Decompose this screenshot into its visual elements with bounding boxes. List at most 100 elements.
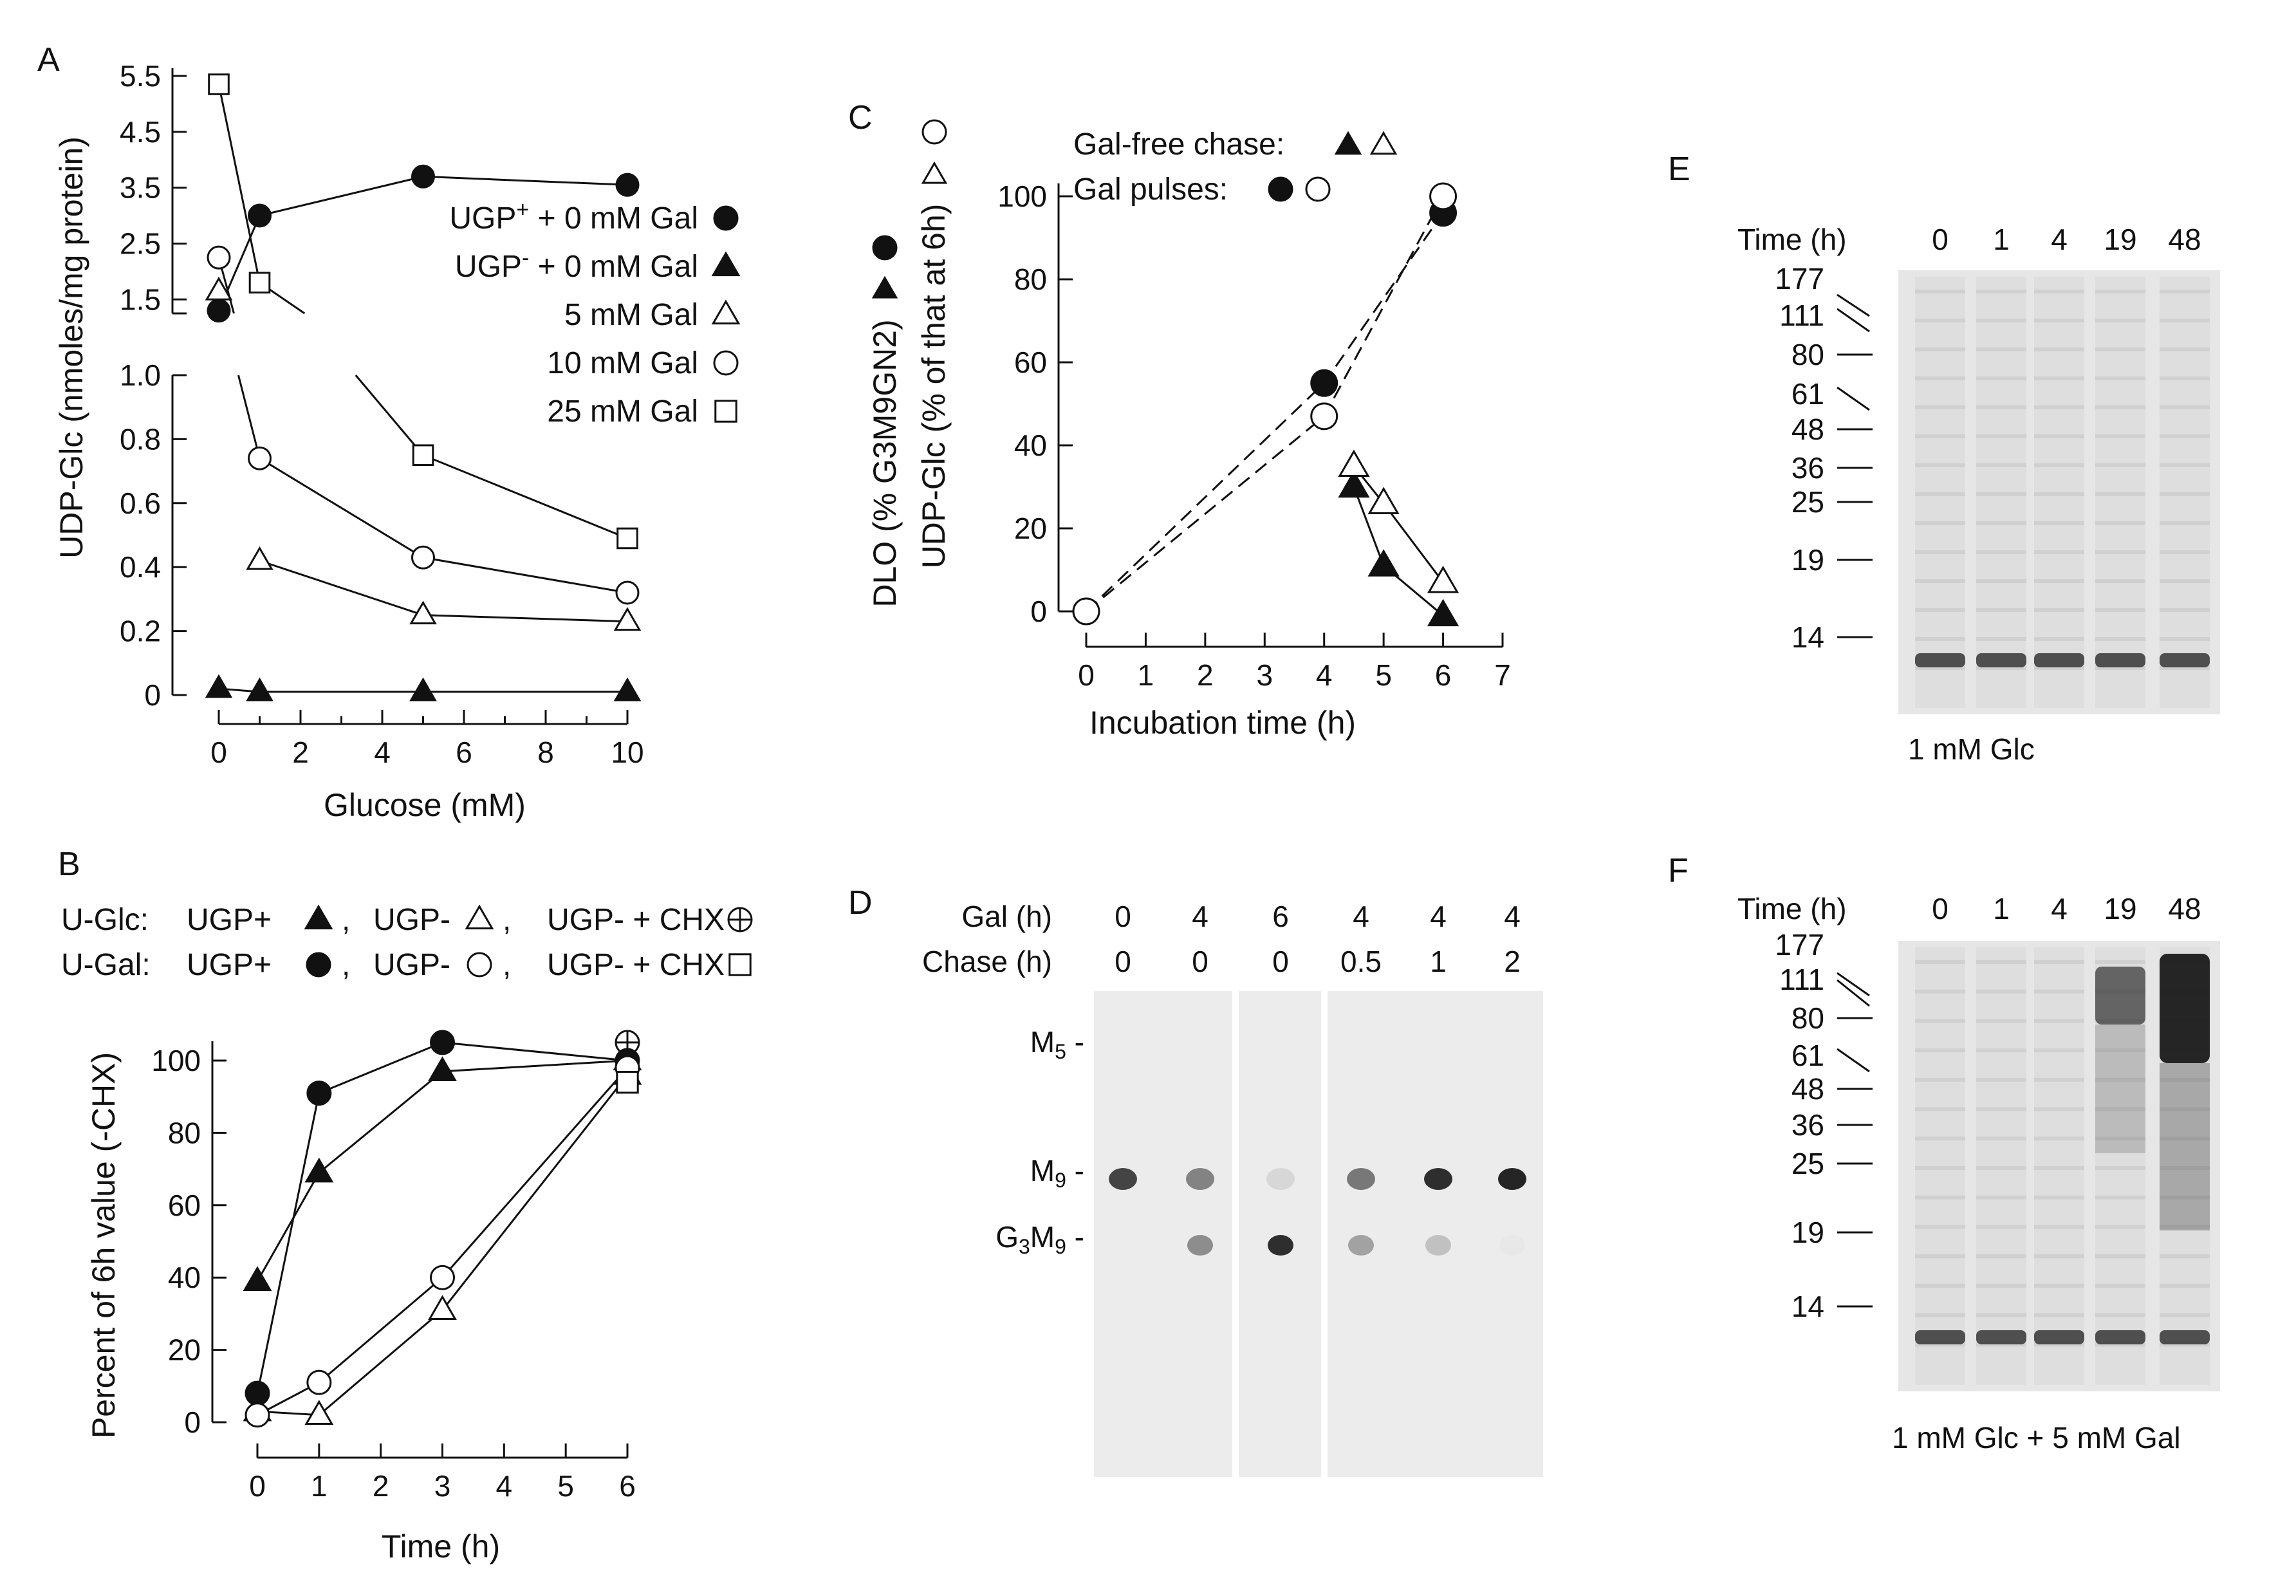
time-point: 19 xyxy=(2104,223,2136,256)
faint-band xyxy=(2095,579,2145,583)
panel-d: D Gal (h) Chase (h) 0 4 6 4 4 4 0 0 0 0.5 1 2 M5 - M9… xyxy=(848,884,1543,1477)
y-tick-label: 100 xyxy=(997,180,1047,213)
faint-band xyxy=(1976,1166,2026,1170)
data-point xyxy=(208,73,230,95)
faint-band xyxy=(2034,1283,2084,1288)
x-tick-label: 6 xyxy=(619,1469,636,1503)
faint-band xyxy=(1915,637,1965,641)
faint-band xyxy=(2095,376,2145,380)
marker-tick xyxy=(1837,979,1870,1007)
band-g3m9 xyxy=(1268,1235,1293,1256)
tlc-segment xyxy=(1239,991,1321,1477)
data-point xyxy=(245,1402,270,1428)
band-m9 xyxy=(1347,1168,1375,1190)
legend-item: UGP- xyxy=(373,903,450,937)
gel-lane xyxy=(1915,277,1965,708)
band-m9 xyxy=(1498,1168,1526,1190)
data-point xyxy=(1072,597,1100,626)
legend-marker xyxy=(711,299,741,325)
x-tick-label: 2 xyxy=(292,736,309,769)
faint-band xyxy=(1915,434,1965,438)
data-point xyxy=(1338,449,1370,477)
time-point: 48 xyxy=(2168,223,2201,256)
data-point xyxy=(430,1265,455,1290)
x-tick-label: 6 xyxy=(456,736,472,769)
gel-lane xyxy=(2095,277,2145,708)
data-point xyxy=(411,545,435,570)
legend-label: 5 mM Gal xyxy=(564,298,698,332)
faint-band xyxy=(1915,463,1965,467)
gel-lane xyxy=(1915,947,1965,1385)
y-tick-label: 0.8 xyxy=(120,422,161,456)
panel-c-axes: 0 20 40 60 80 100 0 1 2 3 4 5 6 7 xyxy=(997,180,1511,692)
faint-band xyxy=(2034,405,2084,409)
faint-band xyxy=(1976,550,2026,554)
faint-band xyxy=(1976,290,2026,293)
faint-band xyxy=(1976,989,2026,994)
legend-item: UGP- xyxy=(373,948,450,982)
data-point xyxy=(409,677,437,701)
faint-band xyxy=(1915,1019,1965,1023)
faint-band xyxy=(2095,1077,2145,1082)
x-tick-label: 4 xyxy=(1316,658,1333,692)
panel-e-letter: E xyxy=(1668,151,1690,188)
faint-band xyxy=(1915,1342,1965,1347)
heavy-band xyxy=(2160,954,2210,1063)
panel-e-time-label: Time (h) xyxy=(1737,223,1847,256)
panel-b: B U-Glc: UGP+, UGP-, UGP- + CHX U-Gal: UGP+… xyxy=(58,846,753,1564)
legend-label: UGP+ + 0 mM Gal xyxy=(449,198,698,236)
faint-band xyxy=(2095,1313,2145,1317)
faint-band xyxy=(1915,1048,1965,1053)
x-tick-label: 7 xyxy=(1494,658,1511,692)
time-point: 0 xyxy=(1932,223,1949,256)
data-point xyxy=(615,172,640,197)
faint-band xyxy=(2034,1019,2084,1023)
mw-marker-label: 111 xyxy=(1779,299,1824,332)
dye-front-band xyxy=(1976,653,2026,667)
faint-band xyxy=(1976,521,2026,525)
faint-band xyxy=(2034,960,2084,964)
mw-marker-label: 61 xyxy=(1791,1039,1824,1072)
panel-a-xlabel: Glucose (mM) xyxy=(324,787,526,823)
panel-c-legend-markers xyxy=(1268,131,1398,202)
band-m9 xyxy=(1424,1168,1452,1190)
faint-band xyxy=(2034,492,2084,496)
band-m9 xyxy=(1109,1168,1137,1190)
panel-a-letter: A xyxy=(37,41,60,79)
faint-band xyxy=(2160,637,2210,641)
y-tick-label: 0.2 xyxy=(120,615,161,648)
faint-band xyxy=(2160,1077,2210,1082)
legend-marker xyxy=(1305,176,1331,202)
faint-band xyxy=(2160,1313,2210,1317)
panel-b-ylabel: Percent of 6h value (-CHX) xyxy=(86,1052,122,1438)
faint-band xyxy=(2095,434,2145,438)
band-m9 xyxy=(1186,1168,1214,1190)
faint-band xyxy=(1976,1137,2026,1141)
x-tick-label: 2 xyxy=(1197,658,1214,692)
data-point xyxy=(1310,369,1338,397)
time-point: 4 xyxy=(2051,223,2068,256)
legend-marker xyxy=(713,205,739,231)
data-point xyxy=(1427,566,1459,593)
faint-band xyxy=(1976,1195,2026,1200)
dye-front-band xyxy=(1915,653,1965,667)
band-g3m9 xyxy=(1348,1235,1374,1256)
faint-band xyxy=(2034,1254,2084,1259)
mw-marker-label: 25 xyxy=(1791,485,1824,519)
data-point xyxy=(207,299,231,323)
faint-band xyxy=(1915,960,1965,964)
faint-band xyxy=(2160,579,2210,583)
data-point xyxy=(409,600,437,625)
faint-band xyxy=(1976,376,2026,380)
faint-band xyxy=(2034,608,2084,612)
dye-front-band xyxy=(1976,1330,2026,1344)
gal-hours: 6 xyxy=(1272,900,1289,933)
faint-band xyxy=(2095,492,2145,496)
faint-band xyxy=(2034,637,2084,641)
panel-f-time-label: Time (h) xyxy=(1737,892,1847,925)
faint-band xyxy=(2160,1166,2210,1170)
faint-band xyxy=(1915,1195,1965,1200)
faint-band xyxy=(2095,1225,2145,1229)
ylabel-dlo: DLO (% G3M9GN2) xyxy=(867,319,903,607)
y-tick-label: 0 xyxy=(184,1406,201,1439)
